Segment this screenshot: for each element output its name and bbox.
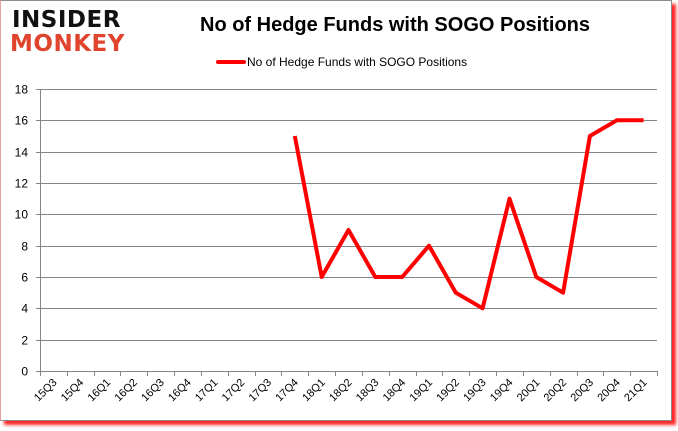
logo-text-monkey: MONKEY	[10, 31, 125, 57]
x-tick-label: 19Q1	[408, 377, 436, 405]
x-tick-label: 19Q3	[461, 377, 489, 405]
x-tick-label: 17Q2	[220, 377, 248, 405]
x-tick-label: 18Q4	[381, 377, 409, 405]
y-tick-label: 16	[15, 114, 29, 128]
series-line	[292, 118, 644, 311]
x-tick-label: 18Q1	[300, 377, 328, 405]
x-tick-label: 20Q2	[542, 377, 570, 405]
x-tick-label: 19Q2	[434, 377, 462, 405]
y-tick-label: 2	[21, 334, 28, 348]
x-tick-label: 15Q3	[32, 377, 60, 405]
x-tick-label: 19Q4	[488, 377, 516, 405]
y-tick-label: 10	[15, 208, 29, 222]
legend-line-swatch	[216, 60, 246, 64]
x-axis	[40, 89, 658, 376]
y-tick-label: 6	[21, 271, 28, 285]
y-tick-label: 8	[21, 240, 28, 254]
chart-title: No of Hedge Funds with SOGO Positions	[200, 14, 590, 36]
gridlines	[36, 89, 657, 372]
x-axis-labels: 15Q3 15Q4 16Q1 16Q2 16Q3 16Q4 17Q1 17Q2 17Q3 17Q4…	[32, 377, 650, 405]
legend-label: No of Hedge Funds with SOGO Positions	[247, 55, 468, 69]
y-tick-label: 12	[15, 177, 29, 191]
y-tick-label: 0	[21, 365, 28, 379]
x-tick-label: 16Q4	[166, 377, 194, 405]
x-tick-label: 17Q4	[273, 377, 301, 405]
x-tick-label: 20Q3	[569, 377, 597, 405]
chart-frame	[0, 0, 672, 421]
x-tick-label: 17Q1	[193, 377, 221, 405]
x-tick-label: 16Q2	[112, 377, 140, 405]
chart-legend: No of Hedge Funds with SOGO Positions	[216, 54, 467, 70]
y-axis-ticks: 0 2 4 6 8 10 12 14 16 18	[15, 83, 29, 379]
y-tick-label: 4	[21, 302, 28, 316]
x-tick-label: 17Q3	[247, 377, 275, 405]
x-tick-label: 18Q3	[354, 377, 382, 405]
logo-text-insider: INSIDER	[12, 7, 121, 33]
x-tick-label: 15Q4	[59, 377, 87, 405]
x-tick-label: 16Q3	[139, 377, 167, 405]
x-tick-label: 21Q1	[622, 377, 650, 405]
x-tick-label: 20Q1	[515, 377, 543, 405]
y-tick-label: 14	[15, 146, 29, 160]
y-tick-label: 18	[15, 83, 29, 97]
insider-monkey-logo: INSIDER MONKEY	[8, 6, 128, 57]
x-tick-label: 16Q1	[86, 377, 114, 405]
x-tick-label: 20Q4	[595, 377, 623, 405]
x-tick-label: 18Q2	[327, 377, 355, 405]
